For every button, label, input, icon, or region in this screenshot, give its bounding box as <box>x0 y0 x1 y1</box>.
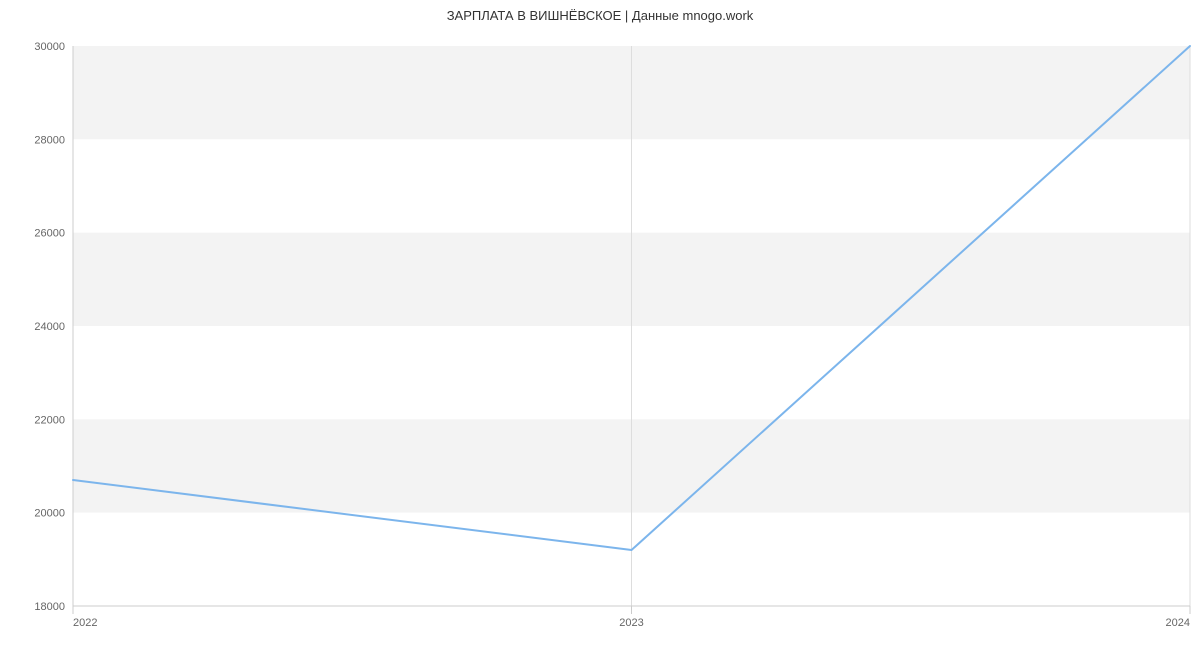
y-tick-label: 30000 <box>34 41 65 53</box>
line-chart: 18000 20000 22000 24000 26000 28000 30000 2022 2… <box>0 0 1200 650</box>
x-tick-label: 2022 <box>73 617 97 629</box>
y-tick-label: 20000 <box>34 508 65 520</box>
y-tick-label: 22000 <box>34 414 65 426</box>
y-tick-label: 26000 <box>34 228 65 240</box>
y-tick-label: 24000 <box>34 321 65 333</box>
y-tick-label: 18000 <box>34 601 65 613</box>
x-tick-label: 2024 <box>1166 617 1190 629</box>
x-tick-label: 2023 <box>619 617 643 629</box>
y-tick-label: 28000 <box>34 134 65 146</box>
